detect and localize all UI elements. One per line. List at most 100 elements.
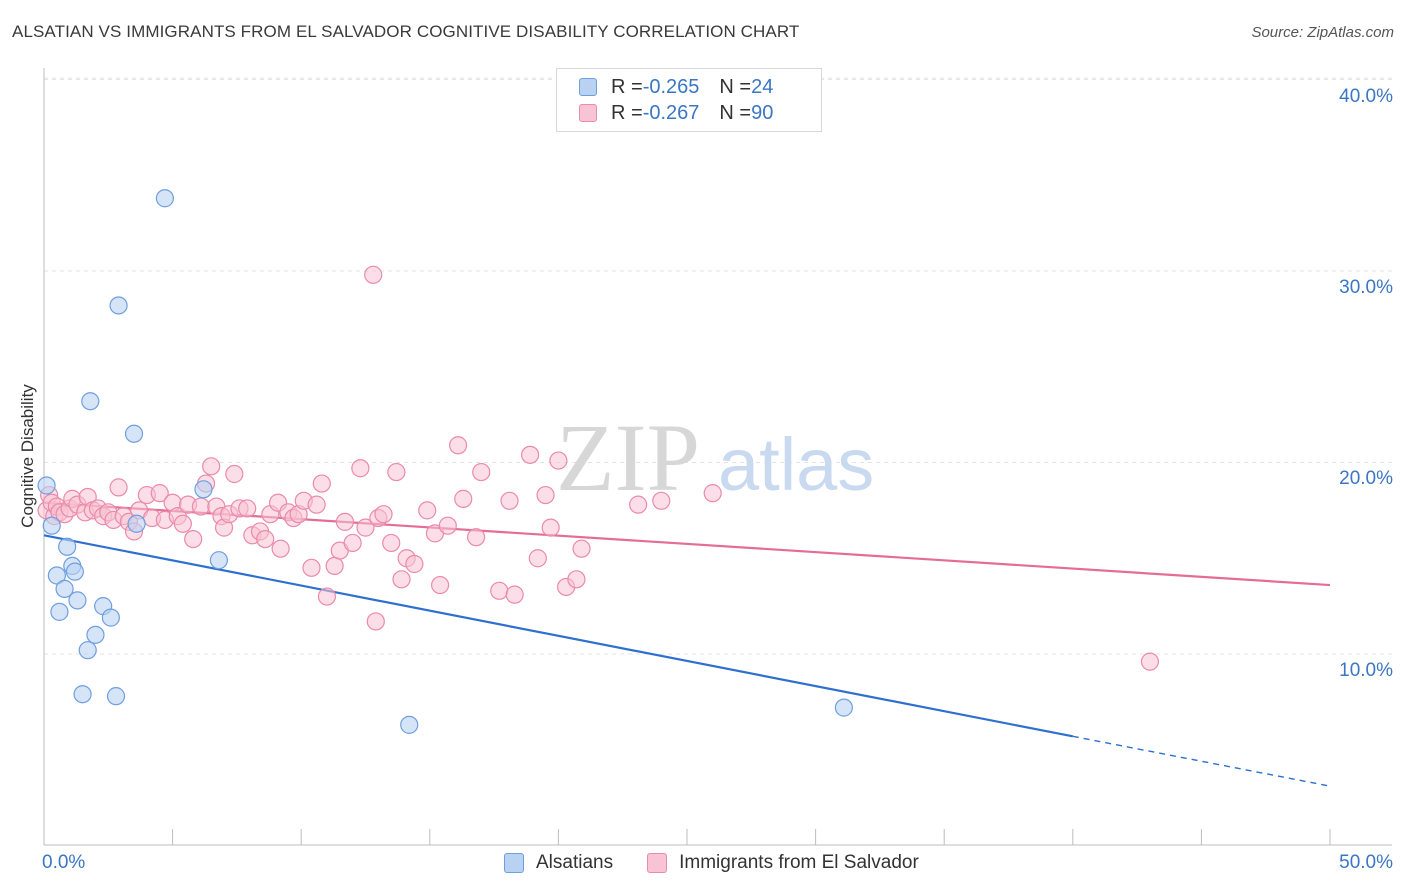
data-point-el-salvador [173,514,192,533]
trend-lines [43,501,1331,787]
data-point-el-salvador [184,529,203,549]
watermark-atlas: atlas [718,423,874,506]
data-point-el-salvador [271,539,290,558]
data-point-el-salvador [541,518,560,537]
series-legend-label: Alsatians [536,852,614,873]
data-point-alsatians [65,562,84,581]
data-point-el-salvador [374,505,393,524]
data-point-el-salvador [448,436,468,455]
data-point-alsatians [47,566,66,585]
legend-swatch-pink [579,104,597,122]
x-tick-label-min: 0.0% [42,852,86,873]
legend-row-alsatians: R = -0.265 N = 24 [579,75,773,99]
legend-swatch-blue [504,853,524,873]
data-point-el-salvador [703,484,722,503]
trend-line-alsatians [43,534,1074,738]
source-label: Source: ZipAtlas.com [1251,24,1394,41]
data-point-el-salvador [418,501,437,520]
data-point-alsatians [124,424,144,443]
legend-n-value: 24 [751,75,774,98]
data-point-el-salvador [312,474,331,493]
data-point-alsatians [155,189,174,208]
series-legend-label: Immigrants from El Salvador [679,852,919,873]
data-point-el-salvador [191,497,210,516]
legend-r-value: -0.265 [642,75,700,98]
data-point-alsatians [86,625,105,644]
legend-n-label: N = [719,75,752,98]
data-point-el-salvador [356,518,375,537]
legend-r-label: R = [611,101,643,124]
data-point-alsatians [209,551,228,570]
data-point-alsatians [37,476,56,495]
data-point-alsatians [55,579,74,598]
data-point-el-salvador [382,533,401,553]
data-point-el-salvador [521,445,540,464]
y-axis-label: Cognitive Disability [18,384,37,528]
grid-layer [44,77,1392,655]
data-point-alsatians [68,591,87,610]
data-point-el-salvador [256,529,275,549]
legend-row-el-salvador: R = -0.267 N = 90 [579,101,773,125]
data-point-alsatians [81,392,100,411]
watermark-zip: ZIP [556,404,700,511]
legend-r-value: -0.267 [642,101,700,124]
trend-line-el-salvador [43,501,1331,587]
data-point-el-salvador [528,549,547,568]
data-point-alsatians [78,641,97,660]
data-point-el-salvador [652,491,671,510]
data-point-el-salvador [549,451,568,470]
data-point-alsatians [400,715,419,734]
legend-n-label: N = [719,101,752,124]
legend-n-value: 90 [751,101,774,124]
x-tick-label-max: 50.0% [1339,852,1393,873]
data-point-el-salvador [490,581,509,600]
data-points [37,189,1160,734]
data-point-el-salvador [466,528,486,547]
data-point-el-salvador [1140,652,1160,671]
series-legend-alsatians[interactable]: Alsatians [504,852,613,874]
data-point-el-salvador [392,570,411,589]
data-point-el-salvador [505,585,524,604]
data-point-el-salvador [536,485,555,505]
data-point-el-salvador [500,491,519,510]
legend-r-label: R = [611,75,643,98]
data-point-alsatians [101,608,120,627]
data-point-el-salvador [238,499,257,518]
data-point-el-salvador [325,556,344,576]
data-point-el-salvador [150,484,169,503]
data-point-alsatians [73,685,92,704]
data-point-el-salvador [202,457,221,476]
y-tick-label: 40.0% [1339,86,1393,107]
trend-line-alsatians-extension [1072,735,1331,787]
data-point-el-salvador [567,570,586,589]
legend-swatch-pink [647,853,668,873]
data-point-alsatians [42,516,61,535]
axis-layer [43,68,1392,846]
data-point-el-salvador [302,558,321,577]
data-point-alsatians [58,537,77,556]
data-point-el-salvador [430,575,450,595]
data-point-el-salvador [454,489,473,508]
data-point-alsatians [194,480,213,499]
data-point-el-salvador [109,478,128,497]
series-legend-el-salvador[interactable]: Immigrants from El Salvador [647,852,919,874]
legend-swatch-blue [579,78,597,96]
data-point-alsatians [50,602,69,621]
data-point-el-salvador [307,495,326,514]
y-tick-label: 20.0% [1339,468,1393,489]
data-point-el-salvador [351,459,370,478]
data-point-el-salvador [317,587,337,606]
data-point-alsatians [834,698,853,717]
y-tick-label: 10.0% [1339,660,1393,681]
y-tick-label: 30.0% [1339,277,1393,298]
data-point-el-salvador [572,539,591,558]
data-point-el-salvador [472,462,491,482]
data-point-el-salvador [225,464,244,484]
chart-title: ALSATIAN VS IMMIGRANTS FROM EL SALVADOR … [12,22,800,41]
data-point-el-salvador [629,495,648,514]
data-point-alsatians [127,514,146,533]
series-legend: Alsatians Immigrants from El Salvador [504,852,953,874]
data-point-alsatians [106,687,126,706]
data-point-el-salvador [387,462,406,482]
